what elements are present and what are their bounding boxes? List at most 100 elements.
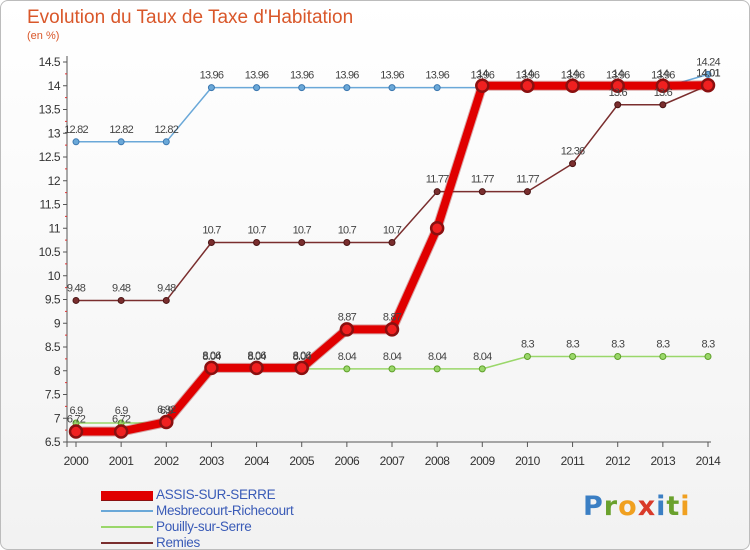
y-tick-label: 7.5 [45, 388, 61, 402]
data-label: 8.04 [338, 351, 357, 363]
data-label: 10.7 [338, 225, 357, 237]
data-label: 8.04 [473, 351, 492, 363]
data-label: 8.3 [656, 339, 670, 351]
data-label: 14 [522, 68, 533, 80]
legend-item: Remies [101, 535, 401, 549]
data-label: 12.82 [64, 124, 88, 136]
x-tick-label: 2003 [199, 454, 225, 468]
data-label: 13.96 [245, 70, 269, 82]
data-point [159, 414, 174, 430]
legend-label: Pouilly-sur-Serre [156, 519, 252, 534]
y-tick-label: 12 [48, 174, 61, 188]
data-point [298, 239, 306, 246]
data-label: 8.06 [202, 350, 221, 362]
data-point [343, 239, 351, 246]
data-point [523, 188, 531, 196]
x-tick-label: 2010 [515, 454, 541, 468]
data-point [655, 78, 671, 93]
data-label: 13.6 [654, 87, 673, 99]
data-label: 13.96 [200, 70, 224, 82]
data-point [253, 84, 261, 92]
data-label: 6.72 [112, 414, 131, 426]
data-label: 13.6 [609, 87, 628, 99]
data-point [249, 360, 264, 376]
data-label: 6.72 [67, 414, 86, 426]
data-point [429, 221, 445, 236]
y-tick-label: 13 [48, 126, 61, 140]
y-tick-label: 11.5 [40, 198, 61, 212]
data-label: 8.87 [383, 311, 402, 323]
data-label: 12.36 [561, 146, 585, 158]
x-tick-label: 2008 [425, 454, 451, 468]
data-point [117, 296, 125, 304]
data-point [388, 84, 396, 92]
data-label: 6.9 [115, 405, 129, 417]
y-tick-label: 10 [48, 269, 61, 283]
data-label: 9.48 [67, 282, 86, 294]
chart-title: Evolution du Taux de Taxe d'Habitation [27, 7, 354, 28]
data-label: 13.96 [380, 70, 404, 82]
proxiti-logo: Proxiti [583, 491, 691, 522]
data-label: 10.7 [202, 225, 221, 237]
data-point [433, 365, 441, 373]
legend-item: Pouilly-sur-Serre [101, 519, 401, 535]
y-tick-label: 6.5 [45, 435, 61, 449]
data-label: 8.04 [383, 351, 402, 363]
data-label: 14.01 [696, 67, 720, 79]
data-point [298, 84, 306, 92]
y-tick-label: 7 [54, 411, 61, 425]
data-label: 8.04 [428, 351, 447, 363]
data-point [207, 84, 215, 92]
data-point [569, 353, 577, 360]
data-point [433, 188, 441, 196]
data-label: 14 [658, 68, 669, 80]
data-point [523, 353, 531, 360]
data-label: 11.77 [426, 174, 449, 186]
data-label: 8.06 [293, 350, 312, 362]
y-tick-label: 14 [48, 79, 61, 93]
data-label: 14 [567, 68, 578, 80]
logo-letter: i [656, 491, 667, 522]
data-point [162, 296, 170, 304]
data-point [117, 138, 125, 146]
data-point [253, 239, 261, 246]
x-tick-label: 2011 [561, 454, 586, 468]
legend-label: ASSIS-SUR-SERRE [156, 487, 276, 502]
data-label: 8.04 [202, 351, 221, 363]
data-label: 13.96 [425, 70, 449, 82]
data-label: 8.3 [702, 339, 716, 351]
data-point [339, 322, 355, 337]
data-point [207, 239, 215, 246]
data-label: 8.3 [521, 339, 535, 351]
axes: 6.577.588.599.51010.51111.51212.51313.51… [39, 55, 722, 468]
data-label: 13.96 [651, 70, 675, 82]
chart-subtitle: (en %) [27, 30, 60, 42]
data-point [704, 70, 712, 78]
logo-letter: r [603, 491, 619, 522]
data-label: 8.06 [247, 350, 266, 362]
legend-item: ASSIS-SUR-SERRE [101, 487, 401, 503]
data-labels: 9.48 9.48 9.48 10.7 10.7 10.7 10.7 10.7 11.77 11.… [64, 56, 721, 426]
y-tick-label: 9 [54, 316, 61, 330]
y-tick-label: 13.5 [39, 103, 61, 117]
logo-letter: P [583, 491, 604, 522]
data-point [614, 101, 622, 109]
legend-swatch [101, 510, 153, 512]
y-tick-label: 10.5 [39, 245, 61, 259]
data-label: 8.3 [566, 339, 580, 351]
data-point [343, 84, 351, 92]
x-tick-label: 2014 [696, 454, 722, 468]
logo-letter: o [618, 491, 638, 522]
legend-label: Mesbrecourt-Richecourt [156, 503, 294, 518]
data-point [520, 78, 535, 93]
data-label: 13.96 [335, 70, 359, 82]
x-tick-label: 2007 [380, 454, 406, 468]
data-label: 9.48 [112, 282, 131, 294]
data-point [388, 239, 396, 246]
data-label: 13.96 [516, 70, 540, 82]
data-point [569, 160, 577, 168]
y-tick-label: 8.5 [45, 340, 61, 354]
data-point [700, 78, 716, 93]
data-point [478, 365, 486, 373]
